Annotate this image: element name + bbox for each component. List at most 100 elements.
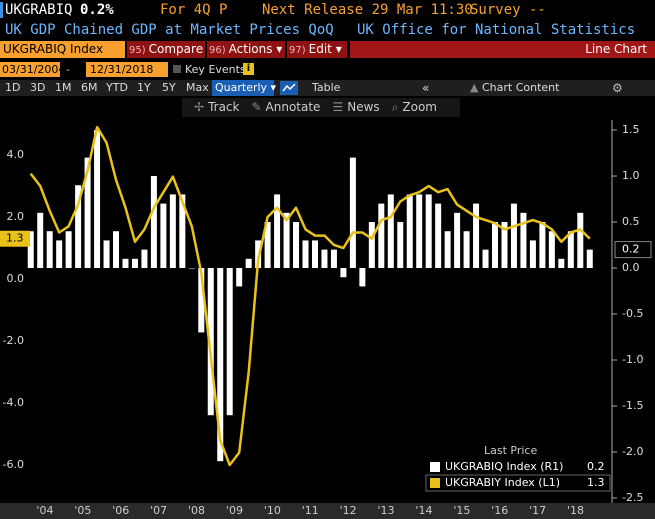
tool-button[interactable]: ✢ Track — [194, 100, 239, 114]
bar — [113, 231, 120, 269]
icon-line — [282, 83, 296, 92]
tool-button[interactable]: ✎ Annotate — [251, 100, 320, 114]
tool-icon: ☰ — [332, 100, 344, 114]
period-button[interactable]: YTD — [106, 81, 128, 94]
x-tick-label: '16 — [491, 504, 508, 517]
bar — [577, 212, 584, 269]
period: For 4Q P — [160, 2, 228, 18]
legend: Last Price UKGRABIQ Index (R1) 0.2 UKGRABIY… — [424, 442, 611, 494]
ticker: UKGRABIQ — [5, 2, 73, 18]
bar — [510, 203, 517, 269]
bar — [274, 194, 281, 269]
bar — [283, 212, 290, 269]
period-button[interactable]: 1M — [55, 81, 72, 94]
marker — [0, 2, 3, 18]
settings-icon[interactable]: ⚙ — [612, 81, 623, 95]
bar — [378, 203, 385, 269]
x-tick-label: '18 — [567, 504, 584, 517]
y-tick-label: -2.0 — [3, 334, 24, 347]
chart-icon[interactable] — [280, 81, 298, 95]
bar — [567, 231, 574, 269]
y2-tick-label: 0.0 — [622, 261, 640, 274]
legend-highlight — [425, 474, 611, 492]
x-tick-label: '05 — [74, 504, 91, 517]
info-icon[interactable]: i — [243, 63, 254, 75]
security-field[interactable]: UKGRABIQ Index — [0, 41, 125, 58]
bar — [529, 240, 536, 269]
period-row: Quarterly ▾ Table « ▲ Chart Content ⚙ 1D… — [0, 80, 655, 96]
period-button[interactable]: 6M — [81, 81, 98, 94]
chart-content-label: Chart Content — [481, 81, 560, 94]
bar — [236, 268, 243, 287]
period-button[interactable]: 3D — [30, 81, 46, 94]
bar — [492, 222, 499, 269]
bar — [473, 203, 480, 269]
button-label: Actions ▾ — [228, 42, 283, 56]
y2-tick-label: 1.5 — [622, 123, 640, 136]
period-button[interactable]: 1D — [5, 81, 21, 94]
bar — [75, 185, 82, 269]
last-value-marker: 1.3 — [0, 230, 30, 247]
end-date[interactable]: 12/31/2018 — [86, 62, 168, 77]
tool-label: Annotate — [265, 100, 321, 114]
button-label: Edit ▾ — [308, 42, 342, 56]
bar — [586, 249, 593, 269]
bar — [179, 194, 186, 269]
bar — [359, 268, 366, 287]
bar — [330, 249, 337, 269]
y2-tick-label: -2.0 — [622, 445, 643, 458]
x-tick-label: '10 — [264, 504, 281, 517]
bar — [27, 231, 34, 269]
next-release: Next Release 29 Mar 11:30 — [262, 2, 473, 18]
tool-button[interactable]: ⌕ Zoom — [392, 100, 437, 114]
command-button[interactable]: 97) Edit ▾ — [287, 41, 347, 58]
bar — [444, 231, 451, 269]
legend-value: 0.2 — [587, 460, 605, 473]
y-tick-label: 2.0 — [7, 210, 25, 223]
x-tick-label: '11 — [302, 504, 319, 517]
button-code: 95) — [129, 45, 146, 56]
period-button[interactable]: 5Y — [162, 81, 176, 94]
checkbox[interactable] — [173, 65, 181, 73]
period-button[interactable]: Max — [186, 81, 209, 94]
table-button[interactable]: Table — [312, 81, 341, 94]
bar — [349, 157, 356, 269]
marker-label: 0.2 — [622, 243, 640, 256]
y-tick-label: -6.0 — [3, 458, 24, 471]
legend-label: UKGRABIQ Index (R1) — [445, 460, 563, 473]
key-events[interactable]: Key Events — [185, 63, 246, 76]
bar — [321, 249, 328, 269]
collapse-button[interactable]: « — [422, 81, 430, 95]
marker-box — [0, 230, 30, 247]
bar — [454, 212, 461, 269]
chart-content[interactable]: ▲ Chart Content — [470, 80, 559, 96]
y2-tick-label: -0.5 — [622, 307, 643, 320]
description-row: UK GDP Chained GDP at Market Prices QoQ … — [0, 20, 655, 40]
y-tick-label: -4.0 — [3, 396, 24, 409]
bar — [131, 258, 138, 269]
start-date[interactable]: 03/31/2004 — [0, 62, 66, 77]
source: UK Office for National Statistics — [357, 22, 636, 38]
command-button[interactable]: 95) Compare — [127, 41, 205, 58]
bar — [368, 222, 375, 269]
frequency[interactable]: Quarterly ▾ — [212, 80, 276, 96]
bar — [463, 231, 470, 269]
tool-button[interactable]: ☰ News — [332, 100, 379, 114]
period-button[interactable]: 1Y — [137, 81, 151, 94]
bar — [501, 222, 508, 269]
legend-swatch — [430, 462, 440, 472]
bar — [56, 240, 63, 269]
bar — [84, 157, 91, 269]
header-row: UKGRABIQ 0.2% For 4Q P Next Release 29 M… — [0, 0, 655, 20]
command-button[interactable]: 96) Actions ▾ — [207, 41, 285, 58]
view-title: Line Chart — [350, 41, 655, 58]
x-tick-label: '17 — [529, 504, 546, 517]
bar — [188, 268, 195, 269]
bar — [311, 240, 318, 269]
range-separator: - — [66, 63, 70, 76]
y2-tick-label: -2.5 — [622, 491, 643, 504]
last-value-marker: 0.2 — [614, 241, 652, 259]
line — [29, 125, 591, 467]
